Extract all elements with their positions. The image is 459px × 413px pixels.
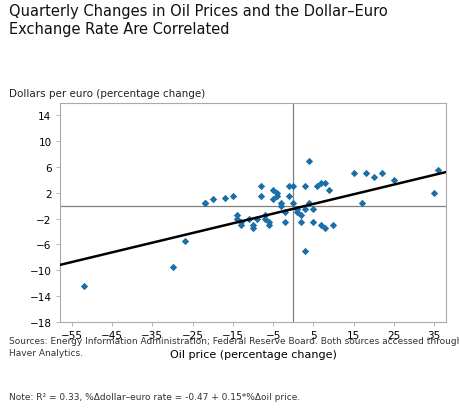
Point: [257, 184, 264, 190]
Point: [273, 193, 280, 200]
Point: [301, 184, 308, 190]
Point: [261, 216, 268, 223]
Point: [180, 238, 188, 245]
Point: [281, 209, 288, 216]
Point: [289, 184, 297, 190]
Point: [349, 171, 357, 177]
Text: Note: R² = 0.33, %Δdollar–euro rate = -0.47 + 0.15*%Δoil price.: Note: R² = 0.33, %Δdollar–euro rate = -0…: [9, 392, 300, 401]
Point: [357, 200, 364, 206]
Point: [261, 213, 268, 219]
Point: [313, 184, 320, 190]
Point: [329, 222, 336, 229]
Point: [309, 206, 316, 213]
Point: [221, 195, 228, 202]
Point: [321, 225, 329, 232]
Point: [269, 187, 276, 193]
Point: [237, 219, 244, 225]
Point: [317, 222, 325, 229]
Point: [201, 200, 208, 206]
Point: [277, 203, 284, 209]
Point: [265, 222, 272, 229]
Point: [245, 216, 252, 223]
Point: [249, 222, 256, 229]
Point: [325, 187, 332, 193]
Point: [317, 180, 325, 187]
Point: [289, 200, 297, 206]
Point: [265, 219, 272, 225]
Point: [321, 180, 329, 187]
Point: [305, 158, 312, 164]
Point: [433, 168, 441, 174]
Point: [168, 264, 176, 271]
Point: [297, 219, 304, 225]
Point: [273, 190, 280, 197]
Point: [253, 216, 260, 223]
Point: [293, 209, 300, 216]
Point: [277, 200, 284, 206]
Point: [305, 200, 312, 206]
X-axis label: Oil price (percentage change): Oil price (percentage change): [169, 349, 336, 359]
Point: [389, 177, 397, 184]
Point: [281, 219, 288, 225]
Point: [285, 193, 292, 200]
Point: [301, 206, 308, 213]
Point: [293, 206, 300, 213]
Point: [237, 222, 244, 229]
Point: [285, 184, 292, 190]
Text: Sources: Energy Information Administration; Federal Reserve Board. Both sources : Sources: Energy Information Administrati…: [9, 337, 459, 357]
Point: [201, 200, 208, 206]
Text: Dollars per euro (percentage change): Dollars per euro (percentage change): [9, 89, 205, 99]
Point: [430, 190, 437, 197]
Point: [309, 219, 316, 225]
Point: [257, 193, 264, 200]
Point: [369, 174, 376, 180]
Point: [269, 197, 276, 203]
Text: Quarterly Changes in Oil Prices and the Dollar–Euro
Exchange Rate Are Correlated: Quarterly Changes in Oil Prices and the …: [9, 4, 387, 37]
Point: [249, 225, 256, 232]
Point: [233, 213, 240, 219]
Point: [301, 248, 308, 255]
Point: [377, 171, 385, 177]
Point: [80, 283, 88, 290]
Point: [208, 197, 216, 203]
Point: [361, 171, 369, 177]
Point: [233, 216, 240, 223]
Point: [229, 193, 236, 200]
Point: [297, 213, 304, 219]
